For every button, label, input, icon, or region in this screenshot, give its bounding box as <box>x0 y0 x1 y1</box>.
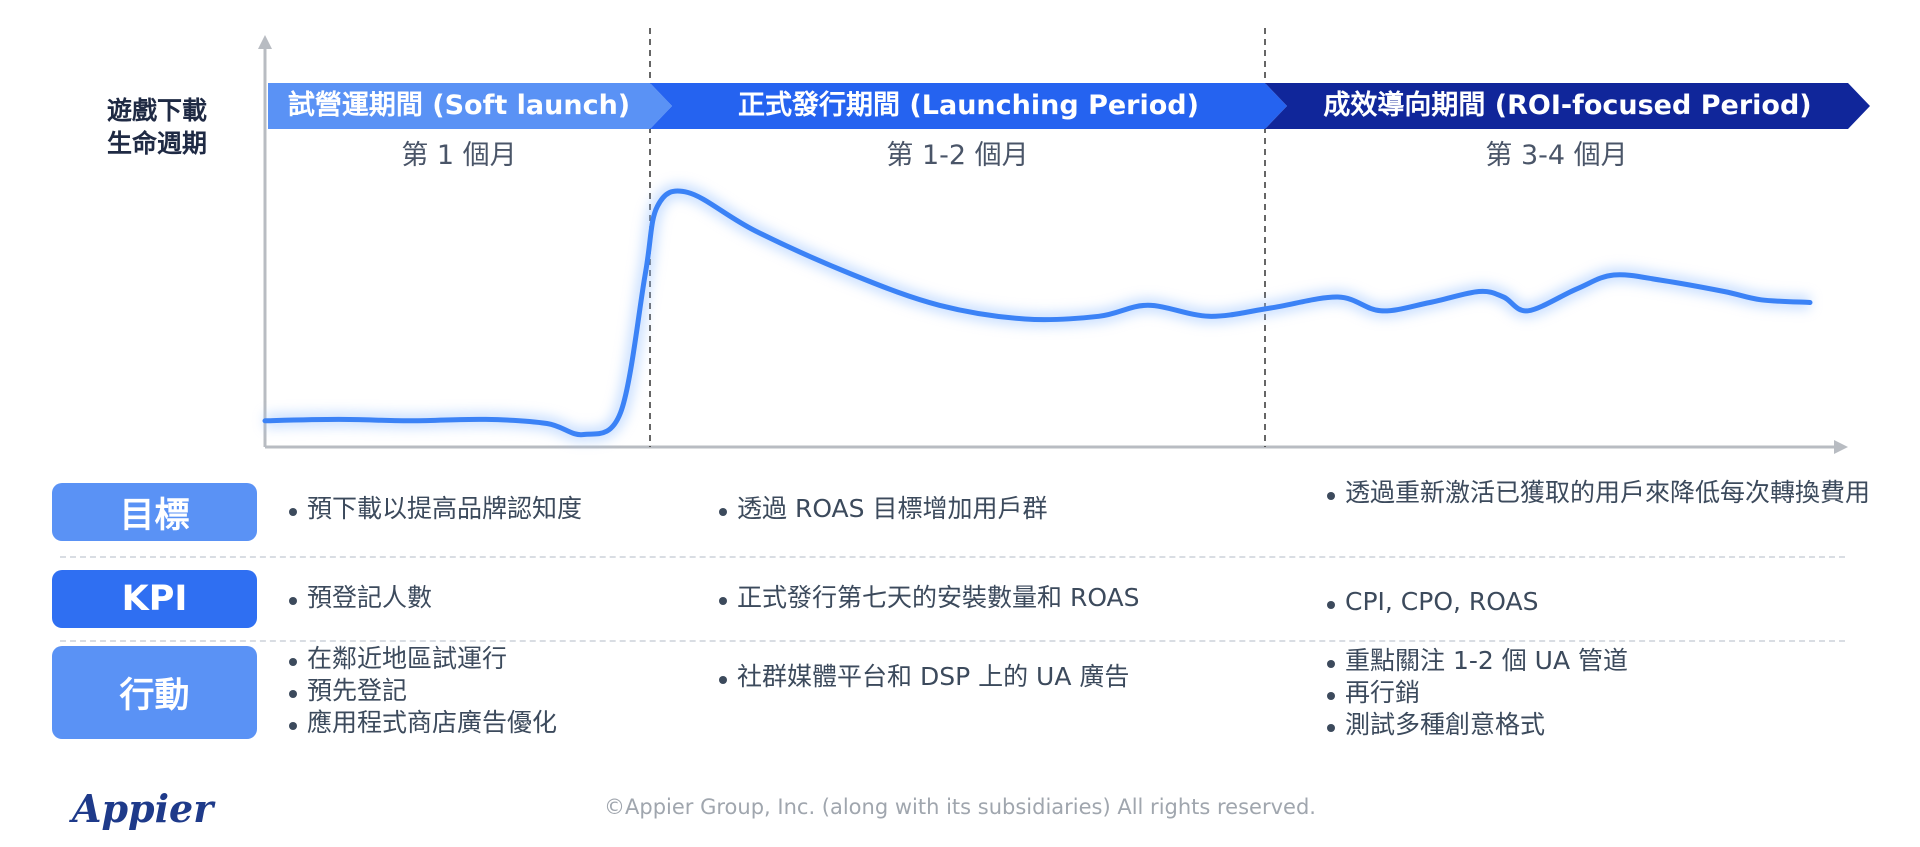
bullet-item: 正式發行第七天的安裝數量和 ROAS <box>717 582 1277 614</box>
phase-title-2: 正式發行期間 (Launching Period) <box>738 90 1199 121</box>
phase-duration-3: 第 3-4 個月 <box>1485 140 1628 171</box>
table-cell: 透過 ROAS 目標增加用戶群 <box>717 493 1277 525</box>
appier-logo: Appier <box>72 786 214 831</box>
table-cell: 正式發行第七天的安裝數量和 ROAS <box>717 582 1277 614</box>
bullet-item: 透過重新激活已獲取的用戶來降低每次轉換費用 <box>1325 477 1885 509</box>
table-cell: 重點關注 1-2 個 UA 管道 再行銷 測試多種創意格式 <box>1325 645 1885 741</box>
row-label-kpi: KPI <box>52 570 257 628</box>
table-cell: 透過重新激活已獲取的用戶來降低每次轉換費用 <box>1325 477 1885 509</box>
bullet-item: CPI, CPO, ROAS <box>1325 586 1885 618</box>
phase-title-3: 成效導向期間 (ROI-focused Period) <box>1323 90 1812 121</box>
table-cell: 在鄰近地區試運行 預先登記 應用程式商店廣告優化 <box>287 643 687 739</box>
series-line <box>262 188 1813 438</box>
bullet-item: 預先登記 <box>287 675 687 707</box>
bullet-item: 預登記人數 <box>287 582 687 614</box>
row-label-goal: 目標 <box>52 483 257 541</box>
lifecycle-label: 遊戲下載 生命週期 <box>106 96 207 158</box>
table-cell: CPI, CPO, ROAS <box>1325 586 1885 618</box>
bullet-item: 重點關注 1-2 個 UA 管道 <box>1325 645 1885 677</box>
table-cell: 社群媒體平台和 DSP 上的 UA 廣告 <box>717 661 1277 693</box>
lifecycle-chart <box>258 28 1870 454</box>
row-divider <box>60 556 1845 558</box>
table-cell: 預登記人數 <box>287 582 687 614</box>
bullet-item: 測試多種創意格式 <box>1325 709 1885 741</box>
bullet-item: 社群媒體平台和 DSP 上的 UA 廣告 <box>717 661 1277 693</box>
row-divider <box>60 640 1845 642</box>
row-label-action: 行動 <box>52 646 257 739</box>
phase-band-3 <box>1265 83 1870 129</box>
phase-band-1 <box>268 83 672 129</box>
phase-band-2 <box>650 83 1287 129</box>
bullet-item: 透過 ROAS 目標增加用戶群 <box>717 493 1277 525</box>
series-line-glow <box>264 184 1811 442</box>
phase-duration-1: 第 1 個月 <box>401 140 517 171</box>
phase-title-1: 試營運期間 (Soft launch) <box>287 90 631 121</box>
x-axis-arrow <box>1834 440 1848 454</box>
table-cell: 預下載以提高品牌認知度 <box>287 493 687 525</box>
copyright-footer: ©Appier Group, Inc. (along with its subs… <box>604 795 1316 819</box>
bullet-item: 再行銷 <box>1325 677 1885 709</box>
bullet-item: 應用程式商店廣告優化 <box>287 707 687 739</box>
y-axis-arrow <box>258 35 272 49</box>
phase-duration-2: 第 1-2 個月 <box>886 140 1029 171</box>
bullet-item: 在鄰近地區試運行 <box>287 643 687 675</box>
bullet-item: 預下載以提高品牌認知度 <box>287 493 687 525</box>
